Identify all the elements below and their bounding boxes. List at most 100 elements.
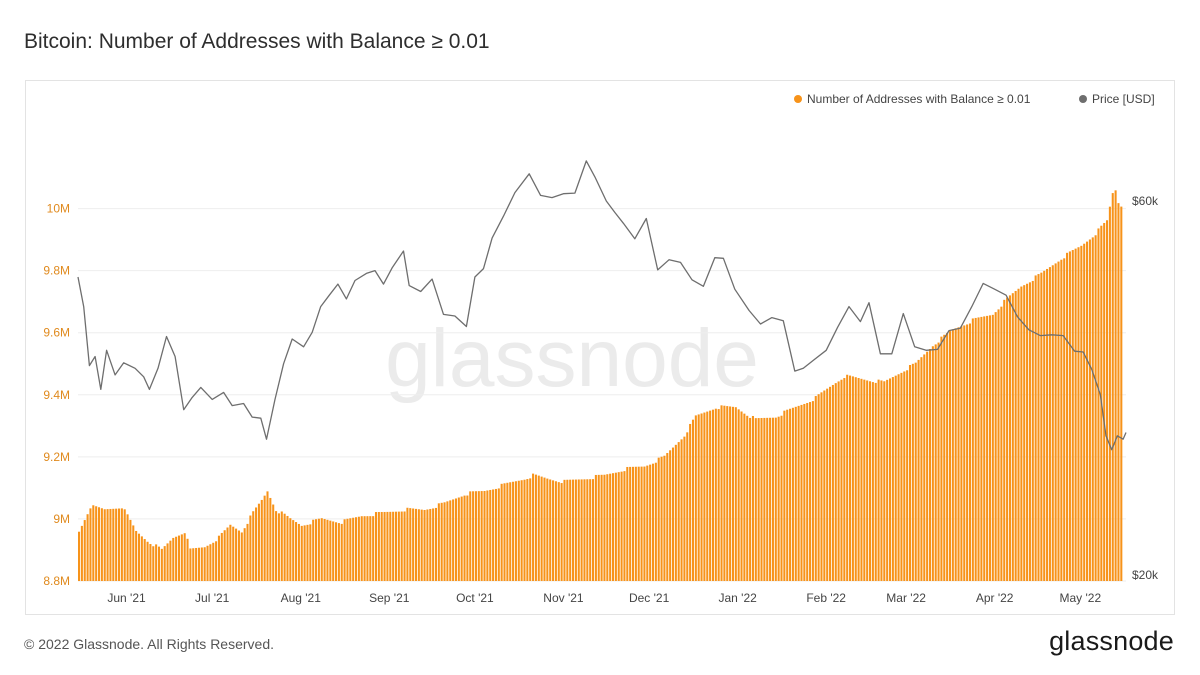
bar — [1066, 252, 1069, 581]
bar — [569, 479, 572, 581]
bar — [797, 405, 800, 581]
bar — [197, 547, 200, 581]
bar — [566, 479, 569, 581]
bar — [163, 546, 166, 581]
bar — [803, 403, 806, 581]
bar — [806, 403, 809, 581]
bar — [357, 516, 360, 581]
bar — [769, 417, 772, 581]
bar — [1108, 206, 1111, 581]
bar — [988, 315, 991, 581]
bar — [426, 509, 429, 581]
bar — [891, 377, 894, 581]
bar — [369, 516, 372, 581]
bar — [586, 479, 589, 581]
bar — [946, 332, 949, 581]
bar — [943, 334, 946, 581]
bar — [126, 514, 129, 581]
bar — [523, 479, 526, 581]
bar — [186, 538, 189, 581]
x-tick-label: Nov '21 — [543, 591, 584, 605]
x-tick-label: Mar '22 — [886, 591, 926, 605]
bar — [894, 375, 897, 581]
bar — [829, 386, 832, 581]
bar — [1028, 282, 1031, 581]
glassnode-logo[interactable]: glassnode — [1049, 626, 1174, 656]
bar — [574, 479, 577, 581]
bar — [709, 410, 712, 581]
bar — [494, 488, 497, 581]
bar — [729, 406, 732, 581]
bar — [112, 508, 115, 581]
bar — [720, 405, 723, 581]
bar — [786, 409, 789, 581]
bar — [697, 414, 700, 581]
bar — [997, 309, 1000, 581]
bar — [643, 466, 646, 581]
bar — [97, 507, 101, 581]
bar — [223, 530, 226, 581]
bar — [991, 314, 994, 581]
bar — [417, 509, 420, 581]
bar — [1063, 258, 1066, 581]
bar — [671, 447, 675, 581]
bar — [1000, 306, 1003, 581]
bar — [723, 405, 726, 581]
bar — [1014, 290, 1017, 581]
bar — [629, 466, 632, 581]
bar — [546, 478, 549, 581]
bar — [394, 511, 398, 581]
bar — [295, 522, 298, 581]
bar — [1111, 193, 1114, 581]
bar — [155, 544, 158, 581]
bar — [203, 547, 206, 581]
bar — [323, 519, 326, 581]
bar — [249, 515, 252, 581]
bar — [703, 412, 706, 581]
bar — [372, 516, 375, 581]
bar — [1106, 220, 1109, 581]
bar — [888, 378, 892, 581]
bar — [189, 548, 192, 581]
bar — [689, 423, 692, 581]
bar — [414, 508, 418, 581]
bar — [1043, 270, 1046, 581]
x-tick-label: Oct '21 — [456, 591, 494, 605]
bar — [440, 502, 443, 581]
bar — [480, 491, 483, 581]
x-tick-label: May '22 — [1059, 591, 1101, 605]
bar — [209, 544, 212, 581]
bar — [863, 379, 866, 581]
bar — [106, 509, 109, 581]
bar — [320, 518, 323, 581]
bar — [100, 508, 103, 581]
bar — [600, 474, 603, 581]
bar — [1060, 259, 1063, 581]
bar — [1117, 203, 1120, 581]
bar — [980, 316, 983, 581]
bar — [492, 489, 495, 581]
bar — [175, 536, 178, 581]
bar — [951, 329, 954, 581]
bar — [200, 547, 203, 581]
bar — [500, 483, 503, 581]
bar — [412, 508, 415, 581]
bar — [349, 518, 352, 581]
bar — [686, 432, 689, 581]
bar — [966, 324, 969, 581]
bar — [466, 495, 469, 581]
bar — [589, 479, 592, 581]
bar — [594, 474, 597, 581]
bar — [620, 471, 623, 581]
bar — [160, 548, 163, 581]
bar — [877, 379, 880, 581]
bar — [117, 508, 121, 581]
bar — [423, 509, 426, 581]
bar — [529, 478, 532, 581]
bar — [968, 323, 971, 581]
bar — [900, 372, 903, 581]
bar — [360, 516, 363, 581]
bar — [860, 378, 863, 581]
y-right-tick-label: $20k — [1132, 568, 1159, 582]
bar — [286, 515, 289, 581]
